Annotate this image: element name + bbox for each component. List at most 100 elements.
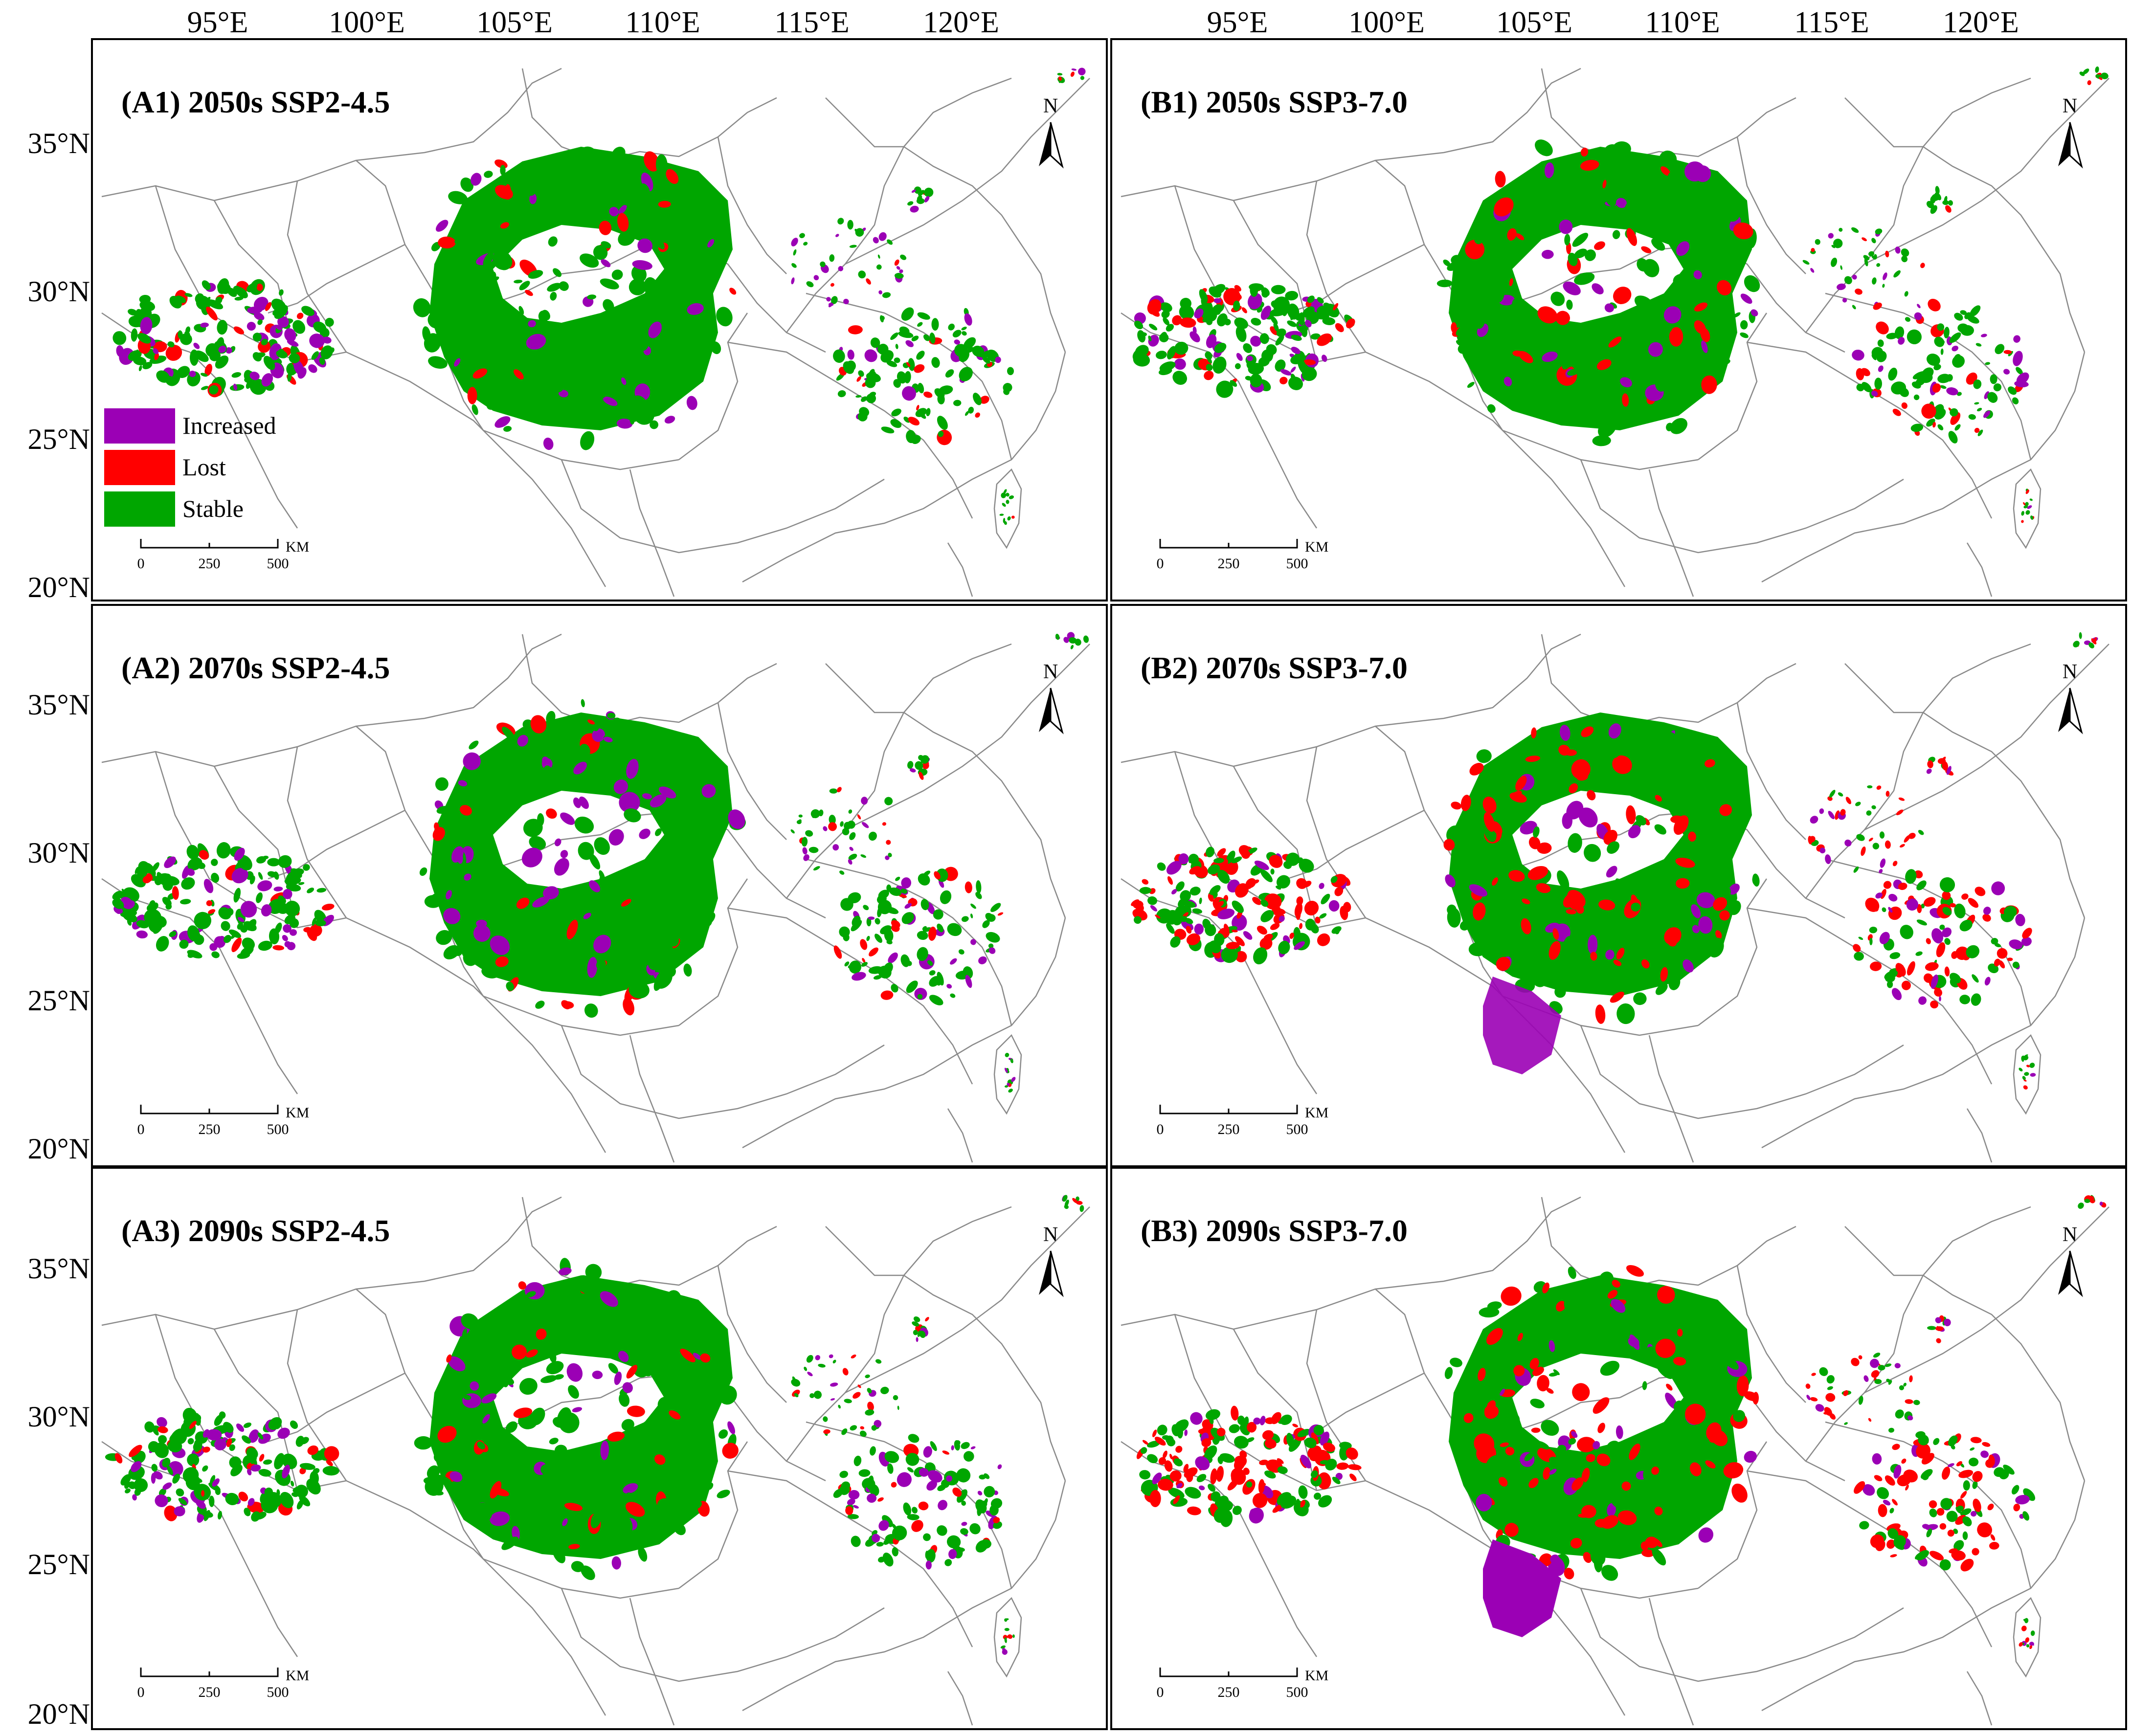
habitat-patch [640, 183, 650, 196]
habitat-patch [1607, 1290, 1618, 1299]
habitat-patch [1323, 302, 1332, 311]
habitat-patch [1944, 327, 1950, 338]
habitat-patch [1889, 952, 1901, 959]
habitat-patch [1675, 369, 1684, 381]
habitat-patch [1512, 212, 1532, 229]
habitat-patch [902, 386, 916, 401]
scale-tick-label: 0 [1157, 556, 1164, 572]
shandong-patches [1055, 632, 1089, 649]
habitat-patch [1642, 1381, 1647, 1390]
habitat-patch [1216, 1466, 1224, 1482]
habitat-patch [549, 1438, 559, 1445]
habitat-patch [529, 836, 546, 850]
habitat-patch [1878, 1365, 1885, 1371]
habitat-patch [1929, 1500, 1937, 1509]
habitat-patch [946, 984, 952, 989]
habitat-patch [1243, 931, 1253, 940]
habitat-patch [1692, 925, 1700, 934]
habitat-patch [939, 385, 953, 395]
habitat-patch [553, 1476, 572, 1490]
north-label: N [1043, 1224, 1058, 1246]
habitat-patch [543, 765, 552, 776]
habitat-patch [261, 338, 268, 346]
habitat-patch [1494, 847, 1513, 866]
habitat-patch [956, 1468, 971, 1483]
habitat-patch [1175, 881, 1185, 892]
habitat-patch [1854, 1481, 1865, 1494]
habitat-patch [1288, 377, 1303, 390]
habitat-patch [2095, 66, 2099, 73]
habitat-patch [310, 1471, 319, 1486]
habitat-patch [1252, 897, 1262, 905]
habitat-patch [987, 914, 996, 922]
habitat-patch [486, 863, 495, 868]
habitat-patch [471, 1342, 479, 1357]
habitat-patch [424, 895, 442, 908]
habitat-patch [970, 939, 976, 945]
habitat-patch [876, 1542, 884, 1547]
habitat-patch [1298, 1485, 1308, 1499]
core-rim-patches [1444, 1265, 1759, 1581]
habitat-patch [1831, 257, 1838, 267]
habitat-patch [274, 1453, 285, 1469]
habitat-patch [206, 1429, 222, 1441]
habitat-patch [512, 1344, 527, 1360]
habitat-patch [964, 1451, 974, 1462]
habitat-patch [1176, 1425, 1183, 1439]
habitat-patch [2024, 1072, 2029, 1076]
habitat-patch [2021, 1056, 2024, 1062]
habitat-patch [1968, 898, 1979, 908]
habitat-patch [1541, 249, 1554, 259]
habitat-patch [505, 1421, 517, 1433]
habitat-patch [1602, 179, 1607, 189]
habitat-patch [207, 299, 224, 310]
habitat-patch [2021, 936, 2032, 946]
habitat-patch [924, 187, 934, 198]
habitat-patch [655, 388, 674, 407]
habitat-patch [1004, 1068, 1008, 1073]
habitat-patch [247, 306, 262, 314]
habitat-patch [263, 1459, 272, 1465]
scale-unit-label: KM [286, 1105, 309, 1121]
habitat-patch [595, 164, 615, 184]
habitat-patch [1490, 283, 1504, 304]
habitat-patch [1880, 858, 1886, 868]
habitat-patch [1882, 284, 1885, 288]
habitat-patch [1712, 301, 1732, 320]
habitat-patch [1528, 1478, 1539, 1489]
habitat-patch [961, 1442, 970, 1449]
habitat-patch [2025, 502, 2029, 507]
habitat-patch [606, 1474, 616, 1483]
habitat-patch [891, 984, 898, 993]
western-cluster-patches [105, 1407, 339, 1523]
habitat-patch [320, 345, 333, 359]
habitat-patch [900, 254, 907, 260]
habitat-patch [1189, 866, 1201, 875]
habitat-patch [1930, 974, 1938, 989]
habitat-patch [1521, 918, 1531, 935]
habitat-patch [832, 1359, 836, 1364]
western-cluster-patches [1132, 283, 1355, 398]
habitat-patch [1135, 905, 1144, 913]
taiwan-outline [2013, 468, 2041, 549]
habitat-patch [1946, 766, 1952, 775]
habitat-patch [1289, 933, 1295, 939]
habitat-patch [965, 975, 972, 988]
habitat-patch [422, 326, 431, 342]
habitat-patch [1147, 299, 1162, 315]
habitat-patch [1071, 68, 1077, 71]
habitat-patch [1805, 1383, 1811, 1389]
habitat-patch [252, 333, 262, 342]
habitat-patch [1944, 1318, 1951, 1327]
habitat-patch [2101, 72, 2109, 80]
habitat-patch [618, 230, 635, 246]
habitat-patch [894, 259, 899, 266]
habitat-patch [1862, 1484, 1875, 1496]
habitat-patch [667, 210, 674, 224]
habitat-patch [905, 340, 914, 347]
habitat-patch [799, 233, 805, 239]
lat-label-30-row1: 30°N [28, 275, 90, 308]
habitat-patch [581, 699, 585, 708]
habitat-patch [1926, 418, 1935, 427]
boundary-line [268, 244, 405, 314]
